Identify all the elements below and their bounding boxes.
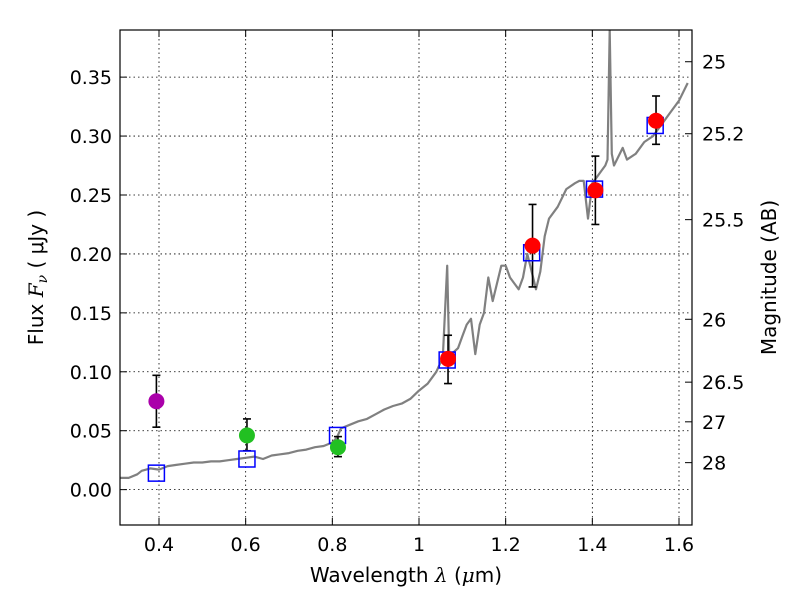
y-tick-label: 0.20 — [70, 244, 112, 266]
model-square — [238, 450, 256, 468]
y2-axis-label: Magnitude (AB) — [757, 200, 781, 355]
observed-point — [329, 439, 346, 456]
x-tick-label: 0.8 — [317, 534, 347, 556]
observed-point — [524, 237, 541, 254]
grid-lines — [120, 30, 692, 525]
model-spectrum — [120, 30, 689, 479]
y2-tick-label: 25 — [702, 52, 726, 74]
observed-point — [238, 427, 255, 444]
axis-ticks: 0.4 0.6 0.8 1 1.2 1.4 1.6 0.00 0.05 0.10 0.15 0.20 0… — [70, 30, 744, 556]
y2-tick-label: 27 — [702, 412, 726, 434]
observed-point — [648, 112, 665, 129]
y-tick-label: 0.10 — [70, 362, 112, 384]
y2-tick-label: 28 — [702, 453, 726, 475]
x-tick-label: 1.2 — [491, 534, 521, 556]
y2-tick-label: 25.5 — [702, 210, 744, 232]
x-tick-label: 1 — [413, 534, 425, 556]
model-photometry-markers — [147, 116, 664, 482]
x-tick-label: 1.4 — [577, 534, 607, 556]
y-tick-label: 0.05 — [70, 421, 112, 443]
observed-point — [587, 182, 604, 199]
x-tick-label: 1.6 — [664, 534, 694, 556]
spectrum-line — [120, 30, 689, 479]
y-axis-label: Flux Fν ( μJy ) — [24, 210, 51, 345]
y2-tick-label: 26 — [702, 309, 726, 331]
x-axis-label: Wavelength λ (μm) — [310, 563, 502, 587]
plot-frame — [119, 29, 693, 526]
x-tick-label: 0.6 — [231, 534, 261, 556]
observed-point — [148, 393, 165, 410]
observed-point — [440, 350, 457, 367]
y-tick-label: 0.00 — [70, 480, 112, 502]
model-square — [147, 464, 166, 482]
y-tick-label: 0.25 — [70, 185, 112, 207]
error-bars — [152, 95, 661, 458]
y-tick-label: 0.30 — [70, 126, 112, 148]
y-tick-label: 0.35 — [70, 67, 112, 89]
y2-tick-label: 25.2 — [702, 124, 744, 146]
y2-tick-label: 26.5 — [702, 372, 744, 394]
observed-photometry-markers — [148, 112, 665, 456]
x-tick-label: 0.4 — [144, 534, 174, 556]
y-tick-label: 0.15 — [70, 303, 112, 325]
